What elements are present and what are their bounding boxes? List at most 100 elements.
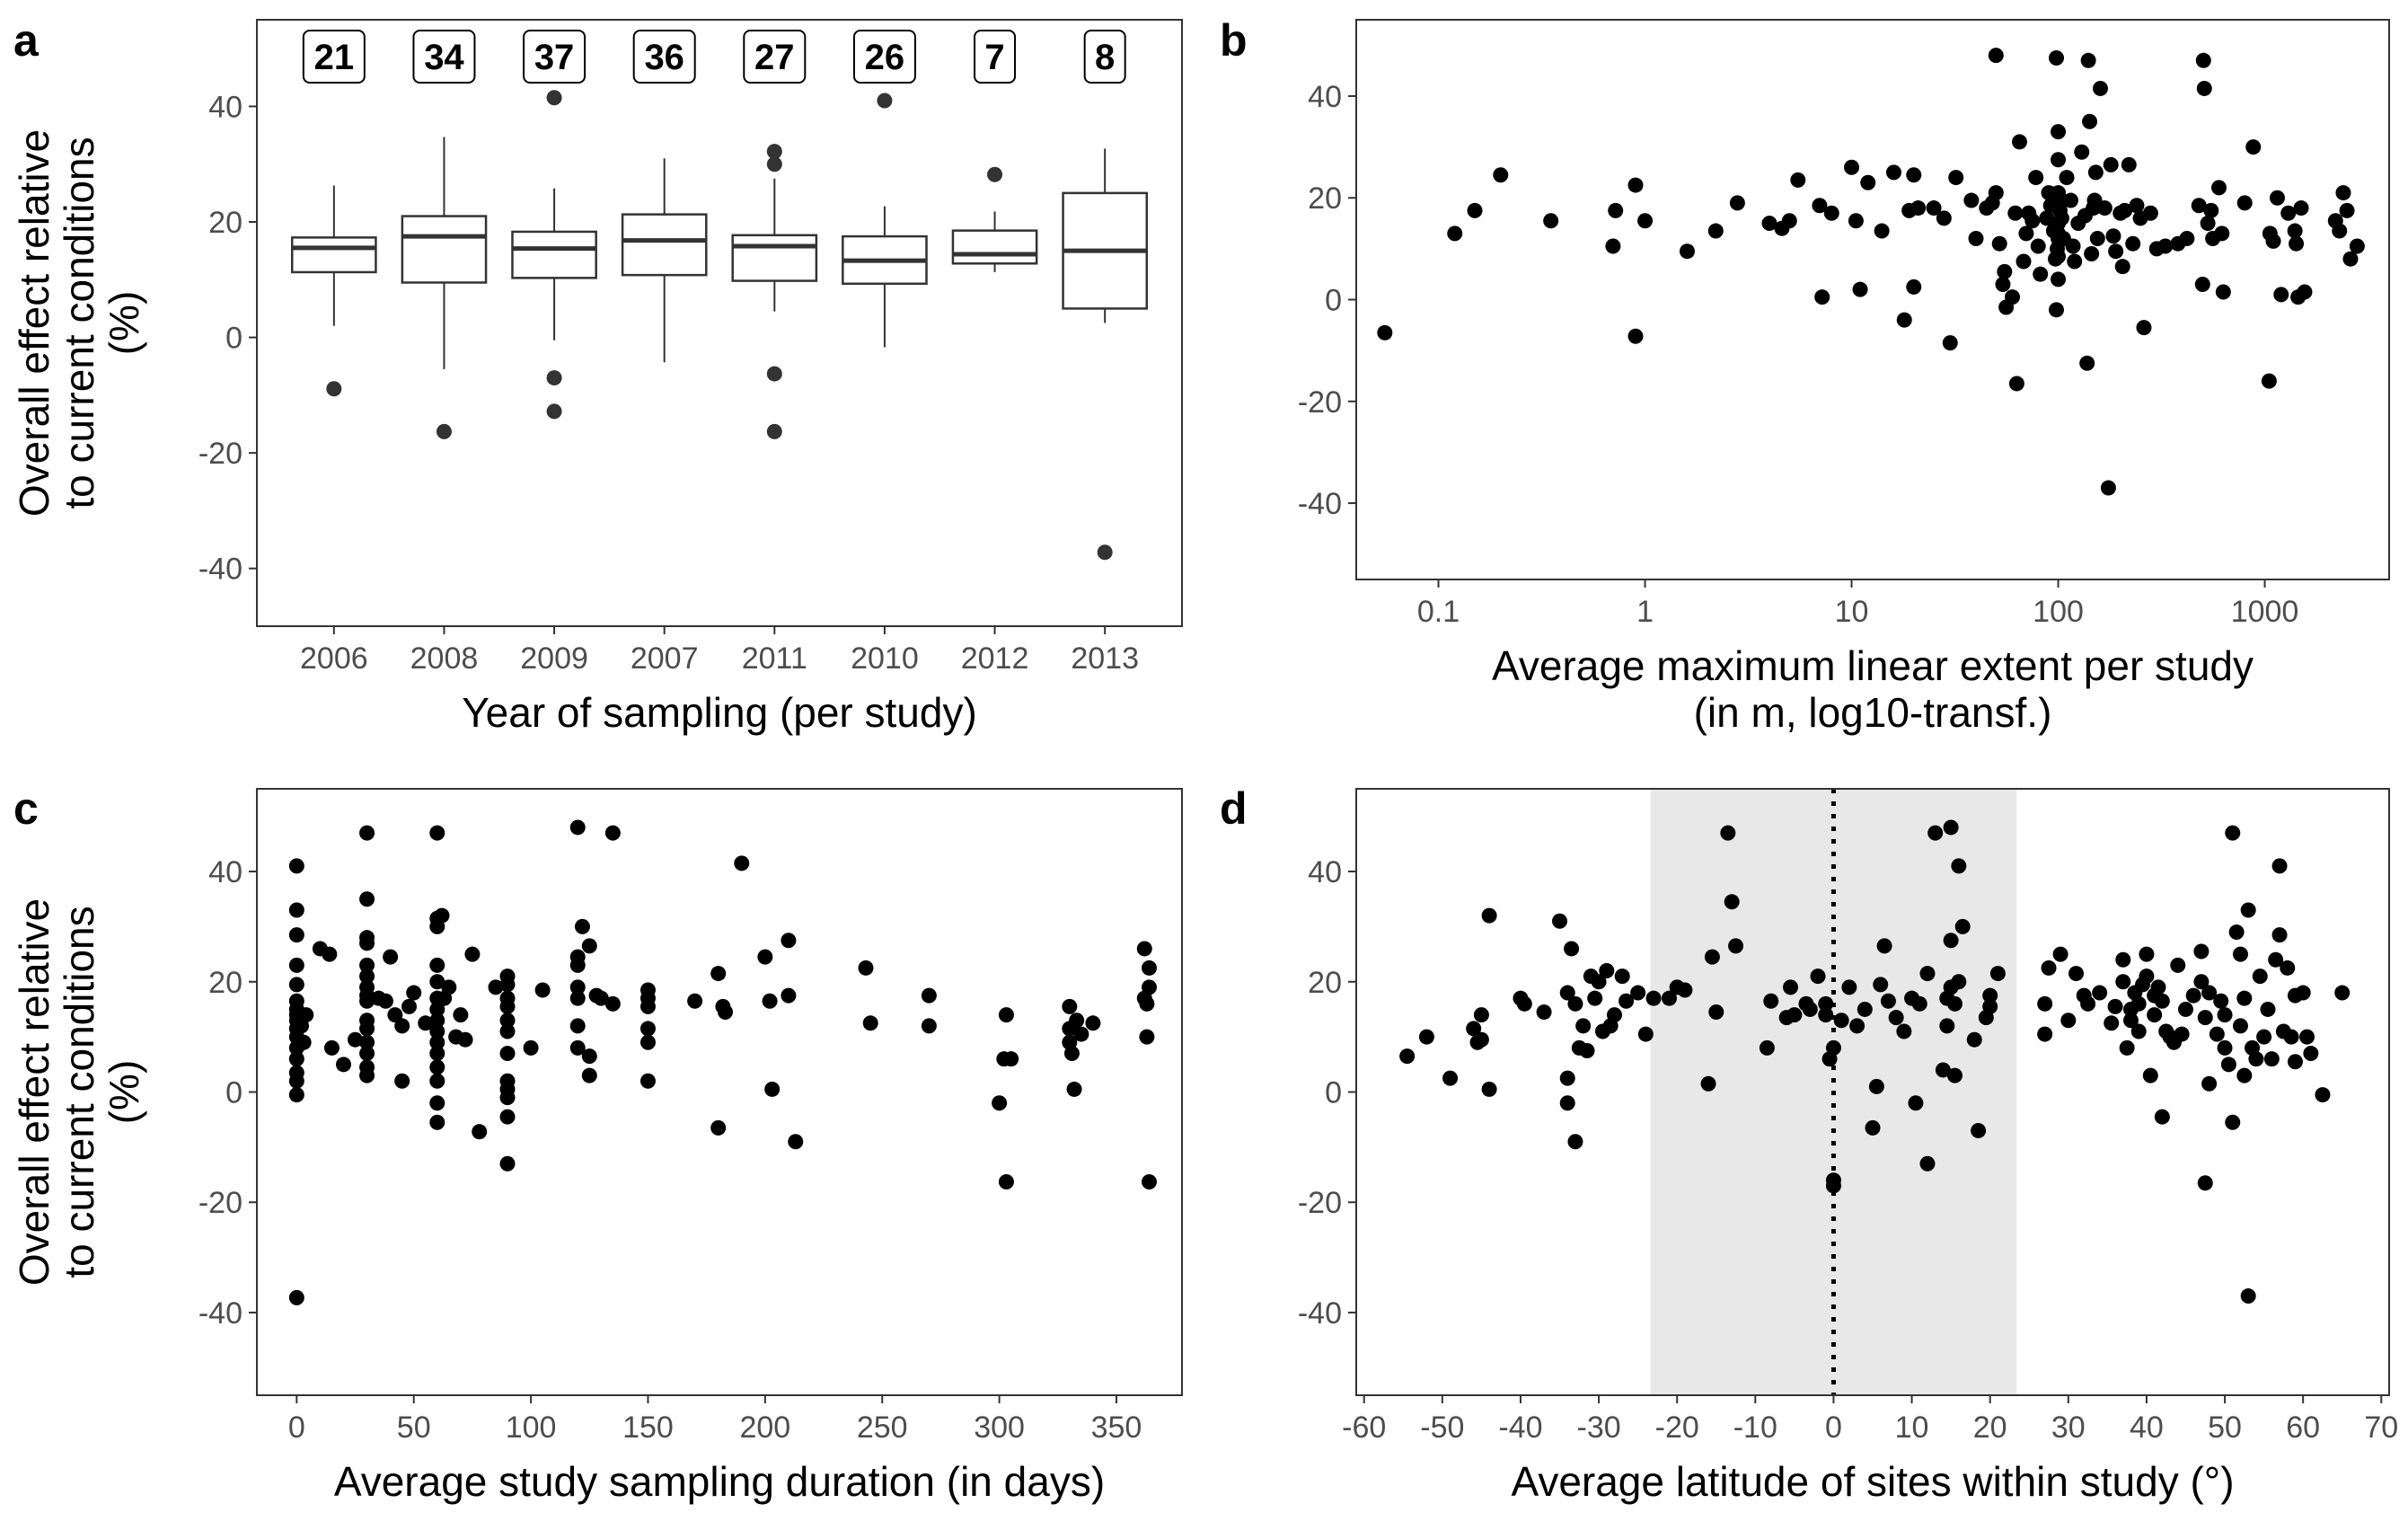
data-point-b	[1377, 324, 1393, 340]
data-point-c	[581, 938, 597, 954]
data-point-b	[2349, 238, 2365, 254]
data-point-d	[2236, 1067, 2253, 1083]
data-point-c	[288, 957, 304, 973]
data-point-d	[2197, 1010, 2213, 1026]
data-point-d	[2092, 985, 2108, 1001]
data-point-c	[499, 1109, 516, 1125]
data-point-d	[1919, 1155, 1936, 1172]
data-point-d	[1865, 1119, 1881, 1136]
data-point-d	[1559, 1095, 1575, 1111]
data-point-d	[1466, 1021, 1482, 1037]
data-point-c	[534, 982, 551, 998]
data-point-b	[1896, 312, 1912, 328]
data-point-d	[2193, 943, 2210, 960]
data-point-c	[781, 987, 797, 1004]
data-point-b	[2289, 235, 2305, 252]
data-point-b	[2079, 355, 2095, 371]
data-point-c	[429, 825, 445, 841]
data-point-d	[1607, 1007, 1622, 1023]
data-point-d	[2299, 1029, 2315, 1045]
data-point-c	[488, 979, 504, 995]
x-tick-label-a: 2011	[742, 641, 807, 676]
data-point-d	[1516, 995, 1532, 1012]
x-axis-title-d: Average latitude of sites within study (…	[1511, 1458, 2234, 1505]
data-point-c	[359, 1021, 375, 1037]
data-point-b	[1906, 167, 1922, 183]
x-tick-label-a: 2013	[1071, 641, 1139, 676]
data-point-c	[383, 949, 399, 965]
data-point-b	[1605, 238, 1621, 254]
data-point-d	[2217, 1007, 2233, 1023]
data-point-d	[1896, 1023, 1912, 1039]
data-point-d	[2150, 979, 2166, 995]
data-point-c	[921, 1018, 937, 1034]
outlier-point	[766, 144, 782, 160]
data-point-b	[2092, 80, 2108, 96]
box-2010: 26	[842, 30, 928, 348]
data-point-c	[762, 993, 778, 1009]
data-point-c	[429, 1059, 445, 1075]
count-label-box	[852, 30, 916, 84]
data-point-d	[2197, 1175, 2213, 1191]
data-point-b	[1995, 277, 2011, 293]
data-point-c	[429, 1114, 445, 1130]
data-point-d	[2240, 1288, 2256, 1304]
count-label-box	[523, 30, 587, 84]
panel-a-boxplot: -40 -20 0 20 40 2006 2008 2009 2007 2011 2010 2012 2…	[11, 19, 1183, 736]
data-point-d	[2283, 1029, 2299, 1045]
data-point-b	[2051, 124, 2067, 140]
data-point-c	[639, 1073, 656, 1089]
box-iqr	[621, 213, 708, 277]
plot-border-b	[1355, 19, 2390, 580]
data-point-d	[2177, 1001, 2193, 1017]
data-point-c	[1141, 960, 1157, 976]
data-point-d	[2256, 1029, 2272, 1045]
data-point-d	[1951, 858, 1967, 874]
data-point-d	[1619, 993, 1635, 1009]
data-point-d	[1567, 995, 1583, 1012]
data-point-b	[2011, 134, 2027, 150]
count-label: 21	[314, 38, 355, 77]
data-point-c	[639, 1021, 656, 1037]
data-point-c	[295, 1034, 312, 1050]
data-point-c	[1069, 1013, 1085, 1029]
data-point-b	[2039, 210, 2055, 226]
data-point-c	[348, 1031, 364, 1048]
outlier-point	[326, 381, 342, 397]
data-point-b	[2007, 205, 2024, 221]
y-tick-label-a: 20	[208, 206, 243, 240]
data-point-d	[2154, 1109, 2170, 1125]
data-point-d	[1951, 974, 1967, 990]
data-point-b	[2195, 52, 2211, 68]
data-point-c	[457, 1031, 473, 1048]
y-axis-title-a: Overall effect relative	[11, 129, 57, 517]
data-point-d	[1825, 1172, 1841, 1189]
data-point-d	[1873, 977, 1889, 993]
data-point-d	[1473, 1031, 1489, 1048]
data-point-b	[1910, 200, 1927, 217]
x-tick-label-d: 20	[1973, 1411, 2007, 1445]
outlier-point	[877, 93, 893, 109]
data-point-b	[2129, 198, 2145, 214]
data-point-c	[429, 974, 445, 990]
data-point-d	[2334, 985, 2351, 1001]
data-point-d	[2280, 960, 2296, 976]
x-tick-label-d: -30	[1577, 1411, 1621, 1445]
box-2006: 21	[290, 30, 377, 397]
y-axis-title-c: (%)	[101, 1060, 147, 1125]
data-point-b	[2005, 289, 2021, 305]
data-point-d	[1818, 995, 1834, 1012]
data-point-c	[323, 1039, 340, 1056]
data-point-b	[2211, 180, 2227, 196]
data-point-b	[2084, 246, 2100, 262]
data-point-c	[434, 907, 450, 924]
data-point-b	[2082, 113, 2098, 129]
data-point-b	[1729, 195, 1745, 211]
data-point-b	[2114, 259, 2130, 275]
x-axis-title-b: Average maximum linear extent per study	[1492, 642, 2254, 689]
data-point-b	[1885, 164, 1901, 181]
data-point-d	[1908, 1095, 1924, 1111]
outlier-point	[766, 423, 782, 439]
data-point-c	[1139, 1029, 1155, 1045]
